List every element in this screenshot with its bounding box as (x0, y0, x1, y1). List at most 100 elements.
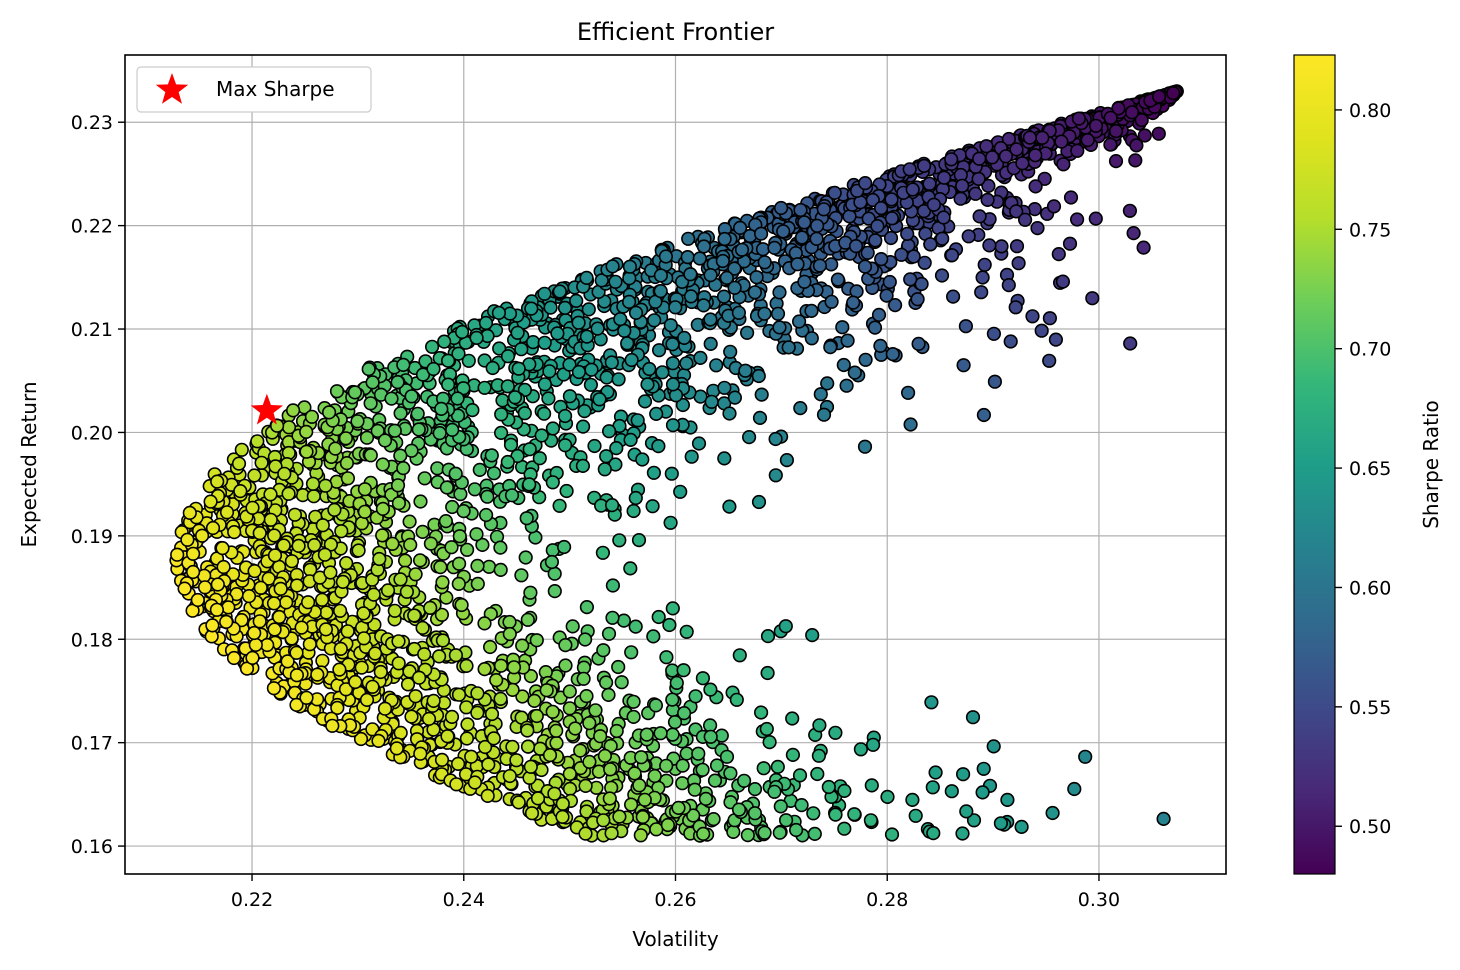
portfolio-point (665, 727, 680, 742)
portfolio-point (1042, 353, 1057, 368)
colorbar-tick-label: 0.70 (1349, 339, 1391, 361)
portfolio-point (860, 245, 875, 260)
portfolio-point (254, 455, 269, 470)
portfolio-point (1055, 274, 1070, 289)
portfolio-point (318, 478, 333, 493)
portfolio-point (219, 614, 234, 630)
portfolio-point (645, 499, 660, 514)
portfolio-point (1136, 240, 1151, 255)
portfolio-point (537, 286, 552, 301)
portfolio-point (339, 555, 354, 571)
portfolio-point (1035, 130, 1050, 145)
portfolio-point (684, 449, 699, 464)
portfolio-points (169, 84, 1184, 843)
x-tick-label: 0.22 (231, 889, 273, 911)
portfolio-point (781, 340, 796, 355)
portfolio-point (522, 442, 537, 457)
portfolio-point (900, 226, 915, 241)
portfolio-point (794, 230, 810, 245)
portfolio-point (366, 587, 381, 602)
portfolio-point (286, 403, 301, 418)
portfolio-point (903, 417, 918, 432)
portfolio-point (622, 271, 637, 286)
portfolio-point (972, 209, 987, 224)
portfolio-point (611, 372, 626, 387)
portfolio-point (315, 518, 330, 533)
portfolio-point (170, 547, 185, 562)
portfolio-point (449, 777, 464, 792)
portfolio-point (408, 689, 423, 704)
portfolio-point (209, 602, 224, 617)
portfolio-point (477, 661, 492, 677)
portfolio-point (270, 418, 285, 433)
portfolio-point (626, 709, 641, 725)
portfolio-point (772, 285, 787, 300)
portfolio-point (377, 701, 393, 716)
portfolio-point (245, 650, 260, 666)
portfolio-point (437, 334, 452, 349)
portfolio-point (372, 551, 387, 567)
portfolio-point (816, 202, 831, 217)
legend-box (136, 66, 372, 113)
portfolio-point (671, 800, 686, 816)
portfolio-point (408, 567, 423, 582)
portfolio-point (569, 293, 584, 309)
portfolio-point (688, 689, 703, 704)
portfolio-point (1009, 142, 1024, 157)
portfolio-point (575, 458, 591, 474)
portfolio-point (393, 572, 408, 587)
portfolio-point (219, 505, 235, 520)
portfolio-point (603, 762, 618, 777)
portfolio-point (884, 192, 899, 207)
portfolio-point (811, 748, 827, 763)
portfolio-point (461, 353, 476, 368)
portfolio-point (363, 396, 378, 411)
portfolio-point (623, 432, 638, 448)
portfolio-point (577, 632, 593, 647)
portfolio-point (515, 638, 530, 653)
portfolio-point (177, 581, 192, 596)
x-tick-label: 0.28 (866, 889, 908, 911)
portfolio-point (1085, 291, 1100, 306)
portfolio-point (390, 478, 406, 493)
portfolio-point (934, 268, 950, 283)
portfolio-point (637, 394, 653, 409)
portfolio-point (1069, 212, 1085, 227)
portfolio-point (664, 466, 679, 481)
portfolio-point (696, 826, 711, 842)
portfolio-point (291, 538, 306, 554)
portfolio-point (968, 186, 983, 201)
portfolio-point (642, 361, 657, 377)
portfolio-point (1037, 171, 1052, 186)
portfolio-point (828, 725, 843, 740)
portfolio-point (703, 682, 718, 697)
portfolio-point (503, 437, 519, 452)
colorbar-label: Sharpe Ratio (1419, 400, 1443, 529)
portfolio-point (465, 403, 480, 418)
portfolio-point (575, 419, 591, 434)
portfolio-point (500, 454, 515, 470)
portfolio-point (267, 622, 282, 637)
portfolio-point (703, 336, 718, 352)
portfolio-point (880, 789, 895, 805)
portfolio-point (936, 170, 952, 185)
portfolio-point (653, 268, 669, 283)
portfolio-point (509, 753, 524, 768)
portfolio-point (1042, 311, 1057, 326)
portfolio-point (612, 809, 627, 824)
portfolio-point (393, 406, 408, 421)
portfolio-point (704, 394, 719, 409)
portfolio-point (486, 466, 502, 481)
portfolio-point (910, 292, 925, 307)
portfolio-point (703, 268, 718, 283)
portfolio-point (371, 733, 386, 749)
y-tick-label: 0.18 (71, 629, 113, 651)
portfolio-point (562, 357, 577, 372)
portfolio-point (338, 682, 354, 697)
portfolio-point (510, 325, 525, 340)
portfolio-point (665, 356, 681, 371)
portfolio-point (824, 294, 839, 309)
portfolio-point (534, 428, 549, 443)
portfolio-point (791, 314, 807, 329)
portfolio-point (435, 575, 450, 590)
